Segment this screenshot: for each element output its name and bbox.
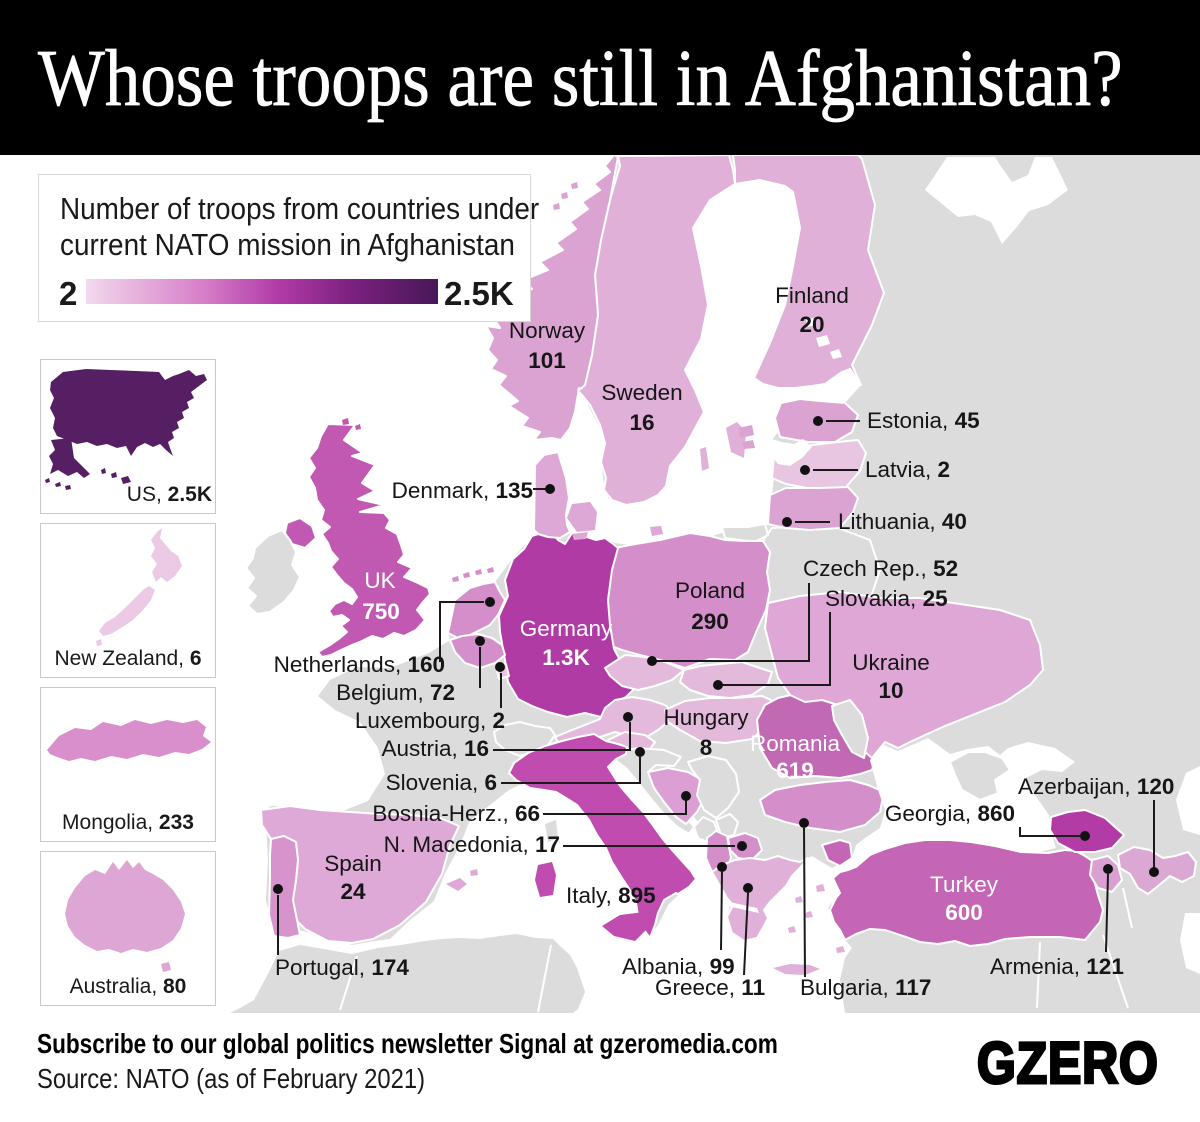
svg-text:Belgium, 72: Belgium, 72 <box>336 680 455 705</box>
svg-text:Denmark, 135: Denmark, 135 <box>392 478 533 503</box>
svg-text:Greece, 11: Greece, 11 <box>655 975 765 1000</box>
svg-text:1.3K: 1.3K <box>542 645 590 670</box>
svg-text:8: 8 <box>700 735 713 760</box>
svg-text:Latvia, 2: Latvia, 2 <box>865 457 950 482</box>
svg-text:Hungary: Hungary <box>663 705 749 730</box>
svg-text:Austria, 16: Austria, 16 <box>381 736 489 761</box>
svg-text:Albania, 99: Albania, 99 <box>622 954 735 979</box>
svg-text:Norway: Norway <box>509 318 586 343</box>
svg-text:600: 600 <box>945 900 983 925</box>
svg-text:Luxembourg, 2: Luxembourg, 2 <box>355 708 505 733</box>
svg-text:Italy, 895: Italy, 895 <box>566 883 656 908</box>
svg-text:Azerbaijan, 120: Azerbaijan, 120 <box>1018 774 1174 799</box>
svg-text:290: 290 <box>691 609 729 634</box>
svg-text:Sweden: Sweden <box>601 380 682 405</box>
svg-text:Romania: Romania <box>750 731 841 756</box>
svg-text:Slovenia, 6: Slovenia, 6 <box>386 770 497 795</box>
svg-text:Finland: Finland <box>775 283 849 308</box>
svg-text:UK: UK <box>364 568 395 593</box>
svg-text:101: 101 <box>528 348 566 373</box>
svg-text:Turkey: Turkey <box>930 872 999 897</box>
svg-text:N. Macedonia, 17: N. Macedonia, 17 <box>384 832 560 857</box>
svg-text:20: 20 <box>799 312 824 337</box>
svg-text:619: 619 <box>776 758 814 783</box>
svg-text:16: 16 <box>629 410 654 435</box>
svg-text:Lithuania, 40: Lithuania, 40 <box>838 509 967 534</box>
svg-text:750: 750 <box>362 599 400 624</box>
svg-text:Germany: Germany <box>520 616 613 641</box>
svg-text:Portugal, 174: Portugal, 174 <box>275 955 409 980</box>
svg-text:Bosnia-Herz., 66: Bosnia-Herz., 66 <box>372 801 540 826</box>
svg-text:Ukraine: Ukraine <box>852 650 930 675</box>
svg-text:10: 10 <box>878 678 903 703</box>
svg-text:Georgia, 860: Georgia, 860 <box>885 801 1015 826</box>
svg-text:Spain: Spain <box>324 851 382 876</box>
svg-text:Netherlands, 160: Netherlands, 160 <box>274 652 445 677</box>
svg-text:Poland: Poland <box>675 578 745 603</box>
svg-text:Bulgaria, 117: Bulgaria, 117 <box>800 975 931 1000</box>
svg-text:Czech Rep., 52: Czech Rep., 52 <box>803 556 958 581</box>
svg-text:24: 24 <box>340 879 366 904</box>
svg-text:Estonia, 45: Estonia, 45 <box>867 408 980 433</box>
svg-text:Slovakia, 25: Slovakia, 25 <box>825 586 948 611</box>
svg-text:Armenia, 121: Armenia, 121 <box>990 954 1124 979</box>
